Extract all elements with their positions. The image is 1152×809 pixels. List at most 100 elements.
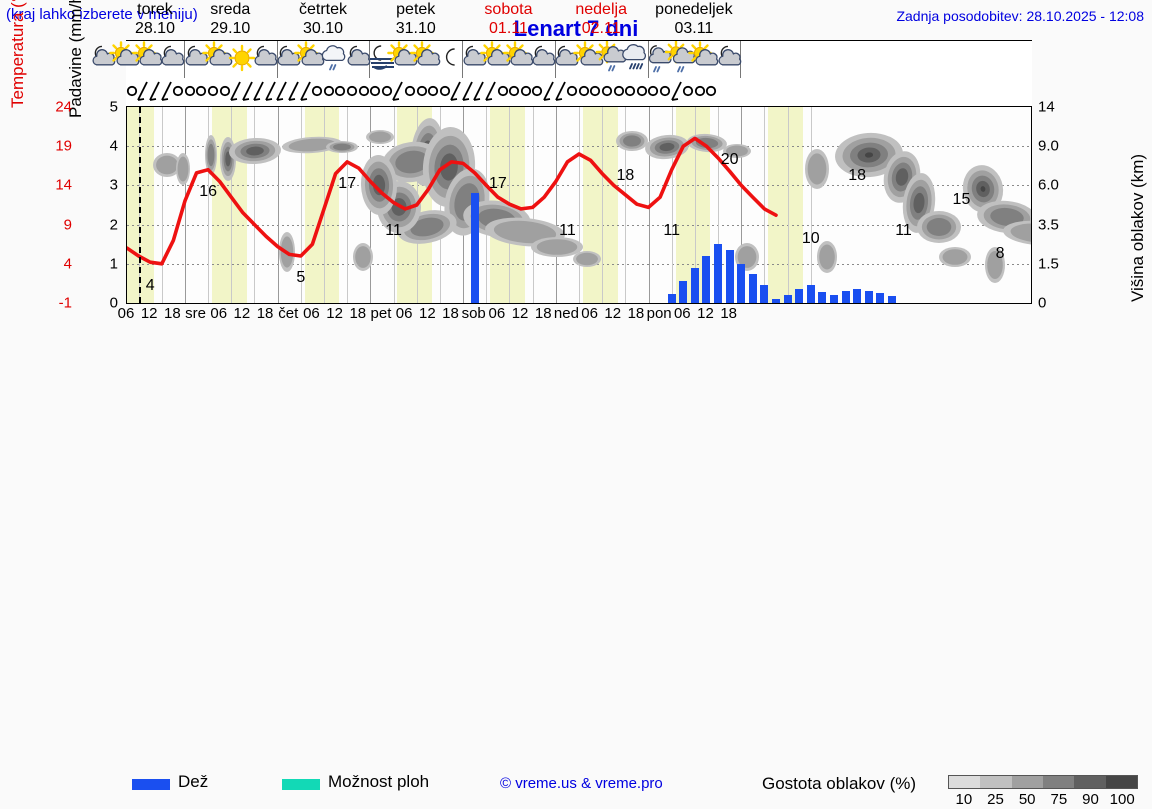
v-gridline	[231, 107, 233, 303]
wind-barb-symbol	[133, 78, 171, 106]
wind-calm-symbol	[620, 78, 658, 106]
temperature-line	[127, 136, 778, 266]
cloud-blob	[726, 145, 748, 157]
v-gridline	[602, 107, 604, 303]
wind-calm-symbol	[632, 78, 670, 106]
rain-bar	[818, 292, 827, 303]
cloud-blob	[156, 155, 178, 175]
chart-canvas: 4 16 5 17 11 17 11 18 11 20 10 18 11 15 8	[126, 106, 1032, 304]
x-tick-20: 06	[581, 305, 598, 322]
weather-icon-sun-cloud-rain	[595, 41, 634, 79]
icon-row-day-separator	[554, 41, 556, 79]
v-gridline	[208, 107, 210, 303]
temperature-value-label: 15	[952, 190, 971, 208]
wind-calm-symbol	[215, 78, 253, 106]
x-tick-23: pon	[646, 305, 672, 322]
cloud-blob	[942, 249, 968, 265]
icon-row-day-separator	[462, 41, 464, 79]
temperature-value-label: 11	[895, 221, 912, 239]
wind-calm-symbol	[690, 78, 728, 106]
wind-barb-symbol	[388, 78, 426, 106]
cloud-density-step	[980, 776, 1012, 788]
showers-legend-swatch	[282, 779, 320, 790]
wind-calm-symbol	[585, 78, 623, 106]
wind-calm-symbol	[504, 78, 542, 106]
temperature-value-label: 17	[338, 174, 357, 192]
weather-icon-sun-cloud	[688, 41, 726, 79]
rain-bar	[783, 295, 792, 303]
weather-icon-moon-fog	[364, 41, 402, 79]
cloud-blob	[819, 244, 835, 270]
prec-tick-3: 2	[109, 216, 118, 234]
temperature-value-label: 18	[616, 167, 635, 185]
cloud-tick-3: 3.5	[1038, 216, 1059, 234]
wind-calm-symbol	[191, 78, 229, 106]
v-gridline	[579, 107, 580, 303]
cloud-blob	[737, 246, 757, 268]
v-gridline	[254, 107, 256, 303]
v-gridline	[161, 107, 163, 303]
wind-calm-symbol	[493, 78, 531, 106]
x-tick-4: 06	[210, 305, 228, 322]
wind-calm-symbol	[597, 78, 635, 106]
temperature-value-label: 18	[848, 167, 867, 185]
cloud-density-field	[153, 118, 1031, 283]
day-header-sobota: sobota 01.11	[462, 0, 555, 40]
wind-calm-symbol	[307, 78, 345, 106]
weather-icon-sun-cloud	[201, 41, 240, 79]
rain-bar	[841, 291, 850, 303]
daylight-band	[582, 107, 618, 303]
x-tick-3: sre	[185, 305, 206, 322]
cloud-blob	[225, 151, 231, 167]
temperature-value-label: 17	[488, 174, 507, 192]
cloud-blob	[493, 220, 557, 244]
cloud-density-tick: 10	[955, 791, 973, 808]
v-gridline	[625, 107, 627, 303]
day-boundary-gridline	[555, 107, 557, 303]
weather-icon-moon-cloud	[526, 41, 564, 79]
wind-calm-symbol	[527, 78, 565, 106]
day-header-ponedeljek: ponedeljek 03.11	[648, 0, 741, 40]
wind-calm-symbol	[678, 78, 716, 106]
day-name: sobota	[484, 1, 533, 18]
day-name: sreda	[210, 1, 251, 18]
day-header-torek: torek 28.10	[126, 0, 184, 40]
wind-barb-symbol	[272, 78, 310, 106]
weather-icon-sun-cloud	[503, 41, 541, 79]
x-tick-7: čet	[278, 305, 299, 322]
cloud-blob	[987, 250, 1003, 280]
wind-barb-symbol	[249, 78, 287, 106]
temperature-value-label: 20	[720, 151, 739, 169]
x-tick-0: 06	[117, 305, 135, 322]
x-tick-2: 18	[164, 305, 181, 322]
day-header-četrtek: četrtek 30.10	[277, 0, 370, 40]
wind-calm-symbol	[400, 78, 438, 106]
cloud-density-tick: 25	[987, 791, 1004, 808]
rain-bar	[829, 295, 838, 303]
cloud-blob	[926, 218, 952, 236]
v-gridline	[694, 107, 696, 303]
x-tick-6: 18	[256, 305, 274, 322]
wind-barb-symbol	[481, 78, 519, 106]
wind-barb-symbol	[539, 78, 577, 106]
showers-legend-label: Možnost ploh	[328, 772, 430, 791]
rain-bar	[853, 289, 862, 303]
v-gridline	[671, 107, 673, 303]
wind-barb-symbol	[446, 78, 484, 106]
cloud-height-axis-title: Višina oblakov (km)	[1128, 153, 1147, 302]
wind-calm-symbol	[643, 78, 681, 106]
weather-icon-moon	[434, 41, 472, 79]
wind-barb-symbol	[284, 78, 322, 106]
cloud-blob	[372, 174, 386, 196]
rain-bar	[760, 285, 769, 303]
x-tick-8: 06	[303, 305, 320, 322]
cloud-density-tick: 90	[1082, 791, 1099, 808]
cloud-density-step	[949, 776, 981, 788]
weather-icon-sun-cloud	[294, 41, 332, 79]
rain-bar	[876, 293, 885, 303]
wind-calm-symbol	[609, 78, 647, 106]
rain-bar	[714, 244, 723, 303]
temp-tick-4: 4	[63, 255, 72, 273]
prec-tick-4: 1	[109, 255, 118, 273]
wind-calm-symbol	[122, 78, 160, 106]
